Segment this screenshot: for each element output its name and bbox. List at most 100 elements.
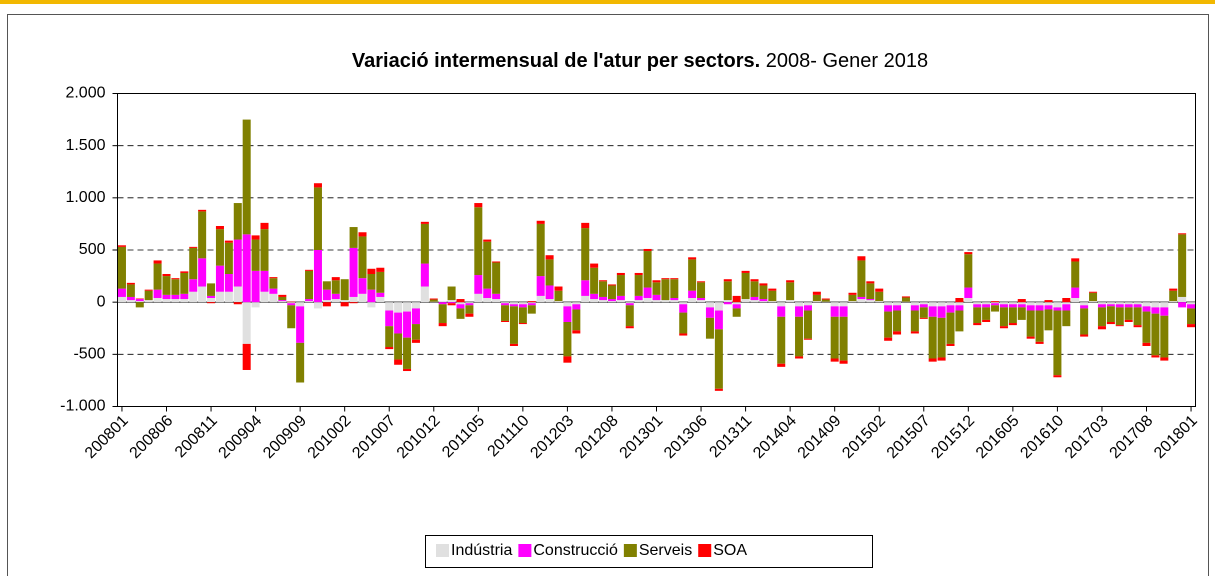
bar-segment: [135, 298, 144, 300]
bar-segment: [198, 211, 207, 259]
bar-segment: [999, 302, 1008, 305]
bar-segment: [189, 246, 198, 248]
bar-segment: [1071, 258, 1080, 262]
bar-segment: [215, 226, 224, 230]
bar-segment: [554, 290, 563, 302]
bar-segment: [1133, 307, 1142, 326]
bar-segment: [501, 305, 510, 321]
bar-segment: [821, 299, 830, 302]
bar-segment: [465, 303, 474, 306]
bar-segment: [527, 302, 536, 304]
bar-segment: [830, 306, 839, 317]
bar-segment: [1124, 302, 1133, 305]
bar-segment: [1062, 304, 1071, 311]
bar-segment: [545, 259, 554, 286]
bar-segment: [652, 280, 661, 283]
bar-segment: [625, 326, 634, 329]
bar-segment: [126, 300, 135, 303]
bar-segment: [1097, 326, 1106, 330]
bar-segment: [599, 281, 608, 297]
bar-segment: [670, 297, 679, 301]
bar-segment: [590, 293, 599, 300]
bar-segment: [518, 307, 527, 324]
bar-segment: [215, 291, 224, 303]
bar-segment: [786, 300, 795, 303]
bar-segment: [1160, 315, 1169, 358]
bar-segment: [661, 300, 670, 303]
bar-segment: [643, 297, 652, 303]
bar-segment: [260, 291, 269, 303]
bar-segment: [162, 276, 171, 295]
bar-segment: [946, 305, 955, 313]
bar-segment: [777, 302, 786, 307]
bar-segment: [884, 302, 893, 306]
bar-segment: [403, 368, 412, 372]
bar-segment: [652, 282, 661, 295]
bar-segment: [634, 295, 643, 301]
bar-segment: [1124, 319, 1133, 322]
bar-segment: [616, 275, 625, 296]
bar-segment: [447, 300, 456, 303]
bar-segment: [420, 286, 429, 303]
bar-segment: [839, 306, 848, 317]
bar-segment: [946, 343, 955, 346]
bar-segment: [278, 300, 287, 302]
bar-segment: [251, 270, 260, 303]
bar-segment: [1133, 325, 1142, 328]
bar-segment: [358, 293, 367, 303]
bar-segment: [554, 286, 563, 291]
bar-segment: [705, 317, 714, 339]
bar-segment: [492, 261, 501, 263]
bar-segment: [688, 257, 697, 260]
bar-segment: [893, 331, 902, 335]
bar-segment: [928, 358, 937, 362]
bar-segment: [1080, 334, 1089, 337]
bar-segment: [705, 302, 714, 308]
bar-segment: [803, 302, 812, 306]
bar-segment: [928, 302, 937, 307]
bar-segment: [456, 308, 465, 319]
bar-segment: [518, 302, 527, 305]
bar-segment: [1008, 323, 1017, 326]
bar-segment: [795, 306, 804, 317]
bar-segment: [180, 272, 189, 294]
bar-segment: [982, 304, 991, 308]
bar-segment: [982, 319, 991, 322]
bar-segment: [1160, 307, 1169, 316]
bar-segment: [830, 316, 839, 359]
bar-segment: [893, 310, 902, 332]
bar-segment: [545, 285, 554, 300]
bar-segment: [1044, 309, 1053, 331]
bar-segment: [305, 270, 314, 300]
bar-segment: [287, 301, 296, 303]
bar-segment: [403, 337, 412, 369]
bar-segment: [1133, 304, 1142, 308]
bar-segment: [1053, 307, 1062, 311]
bar-segment: [224, 273, 233, 292]
bar-segment: [420, 263, 429, 287]
bar-segment: [1071, 261, 1080, 288]
bar-segment: [322, 289, 331, 301]
bar-segment: [305, 299, 314, 302]
bar-segment: [189, 247, 198, 280]
bar-segment: [1044, 300, 1053, 303]
bar-segment: [242, 119, 251, 235]
bar-segment: [688, 259, 697, 291]
bar-segment: [901, 296, 910, 298]
bar-segment: [1106, 302, 1115, 305]
bar-segment: [714, 329, 723, 389]
bar-segment: [313, 187, 322, 250]
bar-segment: [581, 222, 590, 229]
bar-segment: [385, 310, 394, 327]
bar-segment: [287, 303, 296, 306]
bar-segment: [189, 291, 198, 303]
bar-segment: [447, 286, 456, 301]
legend-swatch: [436, 544, 449, 557]
bar-segment: [394, 302, 403, 313]
bar-segment: [545, 255, 554, 260]
bar-segment: [759, 301, 768, 303]
bar-segment: [803, 305, 812, 311]
bar-segment: [661, 278, 670, 280]
bar-segment: [180, 293, 189, 300]
bar-segment: [821, 298, 830, 300]
